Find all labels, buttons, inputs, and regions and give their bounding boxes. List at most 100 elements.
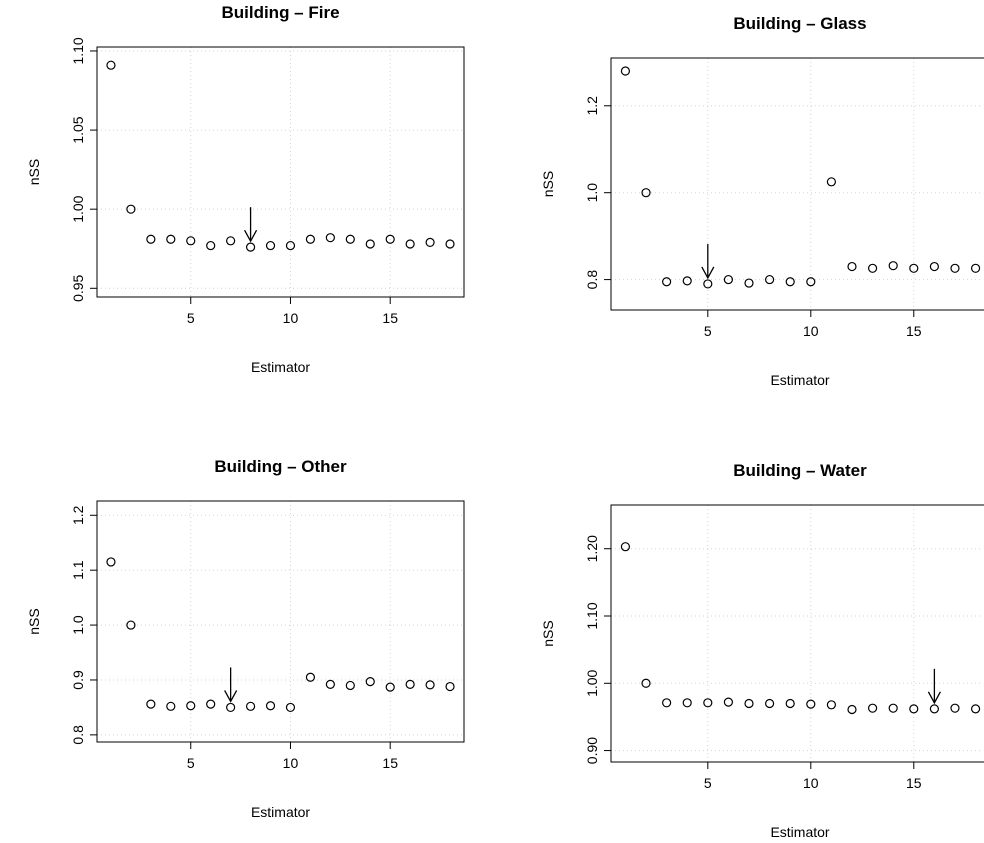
data-point (826, 177, 836, 187)
data-point (723, 274, 734, 285)
data-point (206, 699, 216, 709)
x-tick-label: 5 (187, 310, 195, 326)
chart-title: Building – Fire (221, 3, 339, 22)
data-point (723, 697, 734, 707)
data-point (867, 263, 878, 273)
data-point (265, 701, 276, 711)
y-tick-label: 1.10 (584, 602, 600, 629)
data-point (186, 701, 196, 711)
data-point (620, 542, 631, 552)
x-tick-label: 15 (906, 775, 922, 791)
x-tick-label: 10 (803, 323, 819, 339)
data-point (206, 240, 216, 251)
x-tick-label: 15 (382, 310, 398, 326)
y-tick-label: 0.90 (584, 737, 600, 764)
data-point (909, 704, 919, 714)
data-point (765, 698, 775, 709)
data-point (285, 240, 296, 251)
y-tick-label: 0.95 (70, 274, 86, 301)
selection-arrow (701, 243, 715, 280)
x-axis-label: Estimator (251, 804, 310, 820)
y-axis-label: nSS (540, 620, 556, 646)
y-tick-label: 0.8 (70, 725, 86, 745)
data-point (785, 698, 795, 709)
data-point (847, 261, 857, 272)
data-point (929, 261, 939, 272)
y-tick-label: 1.00 (70, 195, 86, 222)
x-axis-label: Estimator (770, 372, 829, 388)
plot-frame (610, 504, 984, 763)
data-point (847, 704, 857, 715)
data-point (146, 234, 156, 244)
selection-arrow (927, 668, 941, 705)
data-point (146, 699, 156, 709)
data-point (245, 242, 256, 252)
data-point (867, 703, 878, 713)
data-point (245, 701, 256, 711)
data-point (186, 236, 196, 246)
x-tick-label: 15 (906, 323, 922, 339)
plot-frame (610, 57, 984, 311)
data-point (641, 188, 651, 198)
data-point (703, 698, 713, 708)
data-point (744, 698, 754, 709)
y-tick-label: 0.9 (70, 670, 86, 690)
data-point (405, 239, 415, 249)
data-point (345, 234, 355, 244)
data-point (365, 677, 375, 687)
y-axis-label: nSS (26, 608, 42, 634)
data-point (445, 681, 455, 692)
data-point (806, 699, 816, 709)
data-point (265, 240, 276, 251)
data-point (970, 263, 981, 273)
y-tick-label: 1.10 (70, 37, 86, 64)
x-axis-label: Estimator (770, 824, 829, 840)
data-point (950, 703, 960, 713)
data-point (385, 234, 395, 244)
data-point (970, 704, 981, 714)
data-point (682, 276, 692, 286)
chart-title: Building – Other (214, 457, 347, 476)
plot-frame (96, 500, 465, 743)
x-tick-label: 5 (704, 775, 712, 791)
panel-3: 5 10 15 0.8 0.9 1.0 1.1 1.2 Building – Other Esti… (26, 457, 465, 820)
y-axis-label: nSS (540, 171, 556, 197)
data-point (166, 701, 176, 711)
y-tick-label: 1.0 (70, 615, 86, 635)
data-point (305, 234, 316, 244)
data-point (662, 698, 672, 708)
data-point (126, 204, 136, 214)
data-point (765, 274, 775, 285)
chart-title: Building – Water (733, 461, 867, 480)
data-point (425, 237, 435, 248)
y-tick-label: 0.8 (584, 270, 600, 290)
y-tick-label: 1.05 (70, 116, 86, 143)
y-tick-label: 1.2 (584, 96, 600, 116)
data-point (385, 682, 395, 692)
data-point (703, 279, 713, 289)
y-axis-label: nSS (26, 159, 42, 185)
data-point (806, 277, 816, 287)
x-tick-label: 5 (704, 323, 712, 339)
data-point (425, 680, 435, 690)
data-point (285, 702, 296, 713)
data-point (325, 233, 335, 243)
data-point (226, 702, 236, 713)
data-point (345, 680, 355, 691)
selection-arrow (244, 207, 258, 243)
x-tick-label: 10 (283, 755, 299, 771)
data-point (166, 234, 176, 244)
plot-frame (96, 46, 465, 298)
data-point (785, 277, 795, 287)
data-point (445, 239, 455, 249)
panel-2: 5 10 15 0.8 1.0 1.2 Building – Glass Estimator n… (540, 14, 984, 388)
x-tick-label: 5 (187, 755, 195, 771)
data-point (226, 236, 236, 246)
data-point (106, 557, 116, 567)
y-tick-label: 1.1 (70, 560, 86, 580)
x-axis-label: Estimator (251, 359, 310, 375)
data-point (325, 679, 335, 689)
data-point (888, 703, 898, 713)
panel-4: 5 10 15 0.90 1.00 1.10 1.20 Building – Water Est… (540, 461, 984, 840)
